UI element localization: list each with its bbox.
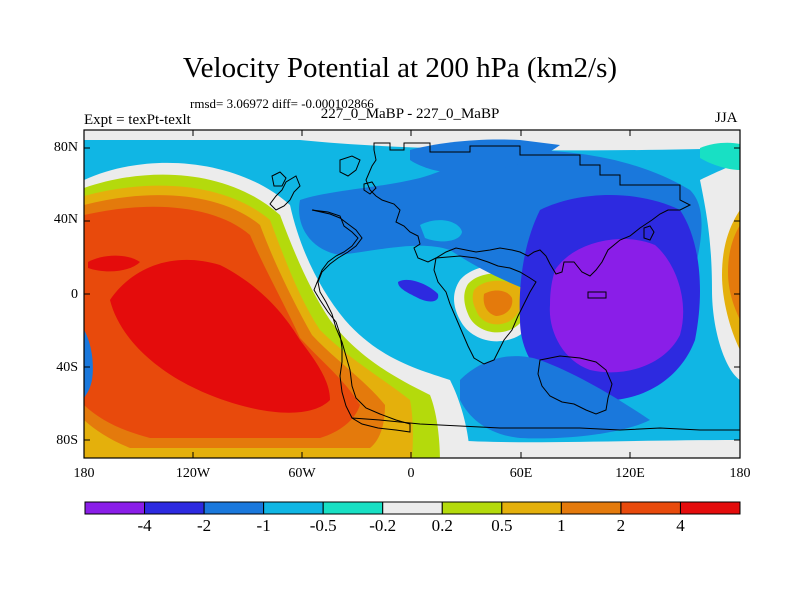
contour-neg-south xyxy=(460,356,650,439)
lat-tick-80s: 80S xyxy=(56,433,78,448)
colorbar-label: 0.2 xyxy=(431,516,453,535)
colorbar-swatch xyxy=(382,501,443,515)
lat-tick-80n: 80N xyxy=(53,140,78,155)
lon-tick-120e: 120E xyxy=(615,466,645,481)
stats-label: rmsd= 3.06972 diff= -0.000102866 xyxy=(190,96,374,111)
colorbar-label: -0.2 xyxy=(369,516,397,535)
contour-neutral-north xyxy=(84,130,740,151)
colorbar-label: 2 xyxy=(616,516,626,535)
comparison-label: 227_0_MaBP - 227_0_MaBP xyxy=(320,106,500,122)
contour-neg-northeast-cyan xyxy=(420,220,462,242)
coast-antarctica xyxy=(351,417,740,431)
coast-africa xyxy=(433,255,537,365)
coast-greenland xyxy=(339,155,361,177)
contour-east-pos-2 xyxy=(728,225,740,320)
coast-australia xyxy=(537,355,613,415)
lon-tick-120w: 120W xyxy=(175,466,211,481)
season-label: JJA xyxy=(715,110,738,126)
contour-neg-4 xyxy=(549,238,684,373)
coast-europe-isles xyxy=(363,181,377,195)
colorbar-swatch xyxy=(322,501,384,515)
map-title: Velocity Potential at 200 hPa (km2/s) xyxy=(182,52,618,84)
colorbar-swatch xyxy=(84,501,146,515)
lon-tick-180w: 180 xyxy=(73,466,95,481)
colorbar-swatch xyxy=(679,501,741,515)
contour-neg-west-edge xyxy=(84,330,93,398)
axis-ticks xyxy=(84,130,740,458)
contour-pos-4 xyxy=(110,259,330,413)
lon-tick-60e: 60E xyxy=(509,466,533,481)
colorbar-label: -2 xyxy=(196,516,212,535)
colorbar-label: 0.5 xyxy=(491,516,513,535)
colorbar-swatch xyxy=(263,501,324,515)
colorbar xyxy=(84,501,741,515)
lon-tick-60w: 60W xyxy=(288,466,316,481)
lat-tick-40s: 40S xyxy=(56,360,78,375)
coast-americas xyxy=(311,209,411,433)
lon-tick-180e: 180 xyxy=(729,466,751,481)
contour-neg-atlantic xyxy=(398,279,439,302)
contour-bottom-neutral xyxy=(450,440,740,458)
colorbar-swatch xyxy=(144,501,205,515)
contour-field xyxy=(84,130,740,458)
colorbar-swatch xyxy=(620,501,681,515)
coast-japan xyxy=(643,225,655,241)
colorbar-label: 4 xyxy=(676,516,685,535)
colorbar-swatch xyxy=(203,501,265,515)
coast-indonesia xyxy=(587,291,607,299)
lat-tick-40n: 40N xyxy=(53,212,78,227)
colorbar-label: -1 xyxy=(256,516,271,535)
coast-eurasia xyxy=(365,142,692,277)
contour-neg-north-2 xyxy=(410,139,560,174)
colorbar-swatch xyxy=(501,501,562,515)
contour-africa-pos-3 xyxy=(483,290,513,316)
experiment-label: Expt = texPt-texlt xyxy=(84,112,191,128)
lat-tick-0: 0 xyxy=(71,287,78,302)
lon-tick-0: 0 xyxy=(407,466,415,481)
contour-neg-ne-corner xyxy=(700,142,740,170)
contour-pos-4-west xyxy=(88,255,140,272)
contour-neutral-east xyxy=(700,160,740,380)
coast-north-america xyxy=(269,175,301,211)
coast-alaska xyxy=(271,171,287,187)
colorbar-swatch xyxy=(560,501,622,515)
colorbar-label: -0.5 xyxy=(309,516,337,535)
colorbar-label: 1 xyxy=(557,516,566,535)
colorbar-label: -4 xyxy=(137,516,152,535)
colorbar-swatch xyxy=(441,501,503,515)
coastlines xyxy=(269,142,740,433)
